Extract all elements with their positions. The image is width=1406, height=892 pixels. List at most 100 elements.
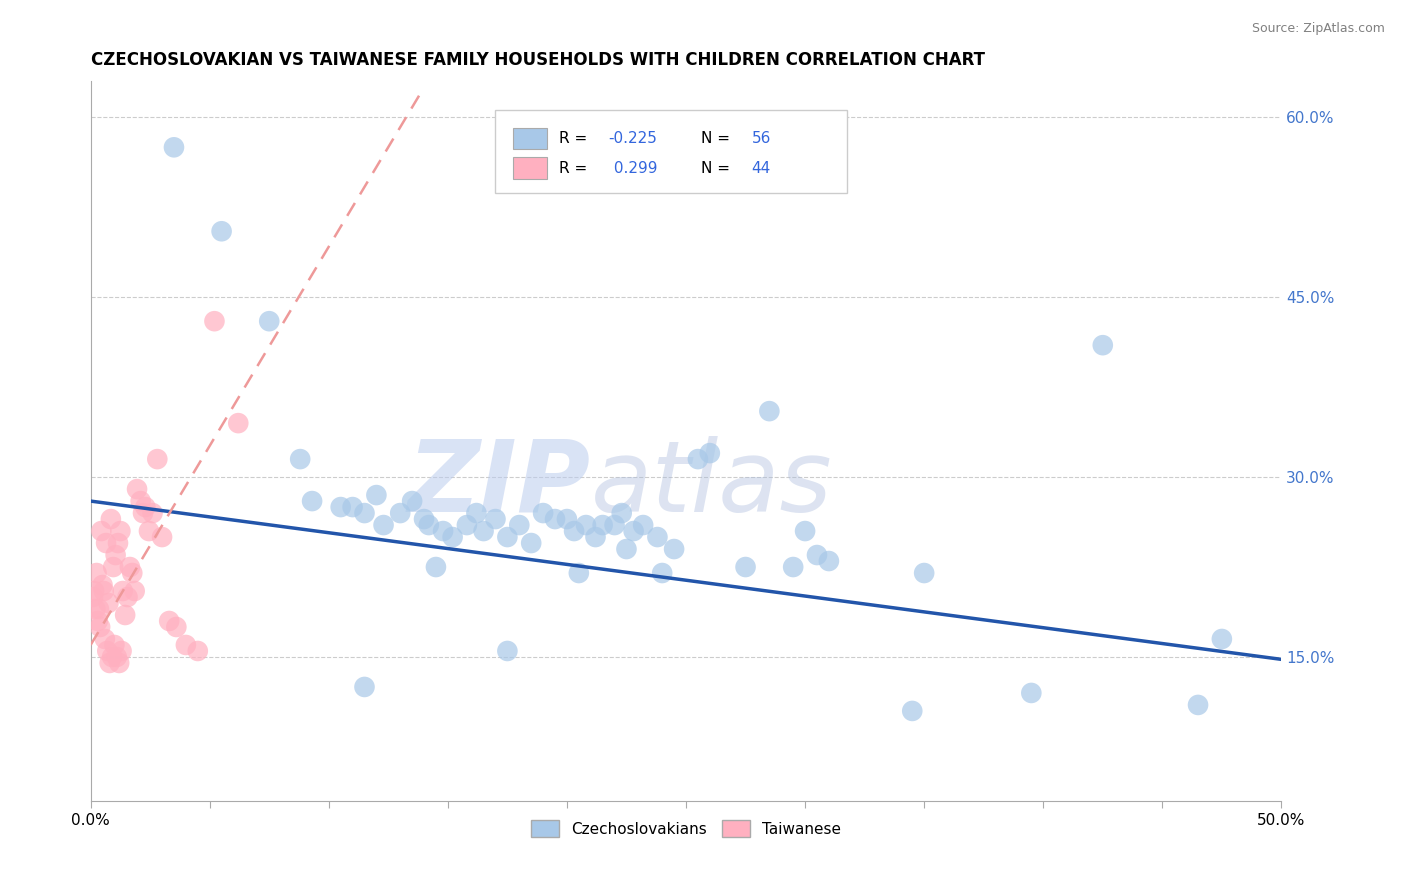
Point [603,518,626,533]
Point [105,650,128,665]
Point [204,314,226,328]
Point [1091,338,1114,352]
Point [496,644,519,658]
Point [141,506,163,520]
Point [150,530,173,544]
Point [413,512,436,526]
Point [568,566,591,580]
Point [432,524,454,538]
Point [901,704,924,718]
Point [94,536,117,550]
Point [97,596,120,610]
Point [425,560,447,574]
Point [484,512,506,526]
Text: 56: 56 [751,131,770,146]
Point [686,452,709,467]
Point [89,620,111,634]
Point [662,542,685,557]
Point [96,644,118,658]
Point [108,656,131,670]
Point [83,584,105,599]
Point [782,560,804,574]
Point [401,494,423,508]
Point [441,530,464,544]
Text: N =: N = [702,161,735,176]
Point [465,506,488,520]
Point [555,512,578,526]
Point [342,500,364,514]
Point [226,416,249,430]
Point [389,506,412,520]
Text: R =: R = [558,161,592,176]
Point [93,584,115,599]
Point [187,644,209,658]
Point [353,680,375,694]
Point [84,602,107,616]
Point [257,314,280,328]
Point [758,404,780,418]
Point [456,518,478,533]
Point [138,524,160,538]
Point [165,620,187,634]
Point [418,518,440,533]
Text: Source: ZipAtlas.com: Source: ZipAtlas.com [1251,22,1385,36]
Point [794,524,817,538]
Point [818,554,841,568]
Point [103,638,125,652]
Text: ZIP: ZIP [408,436,591,533]
Point [353,506,375,520]
Text: -0.225: -0.225 [609,131,658,146]
Text: R =: R = [558,131,592,146]
Point [623,524,645,538]
Point [114,607,136,622]
Point [562,524,585,538]
Point [610,506,633,520]
Point [82,590,104,604]
Text: CZECHOSLOVAKIAN VS TAIWANESE FAMILY HOUSEHOLDS WITH CHILDREN CORRELATION CHART: CZECHOSLOVAKIAN VS TAIWANESE FAMILY HOUS… [90,51,984,69]
Point [647,530,669,544]
Point [125,482,148,496]
Text: 44: 44 [751,161,770,176]
Point [107,536,129,550]
Point [86,566,108,580]
Point [132,506,155,520]
Point [585,530,607,544]
Point [366,488,388,502]
Point [129,494,152,508]
Point [1021,686,1043,700]
Point [496,530,519,544]
Point [103,560,125,574]
Point [104,548,127,562]
Legend: Czechoslovakians, Taiwanese: Czechoslovakians, Taiwanese [526,814,846,844]
Point [101,650,124,665]
FancyBboxPatch shape [495,110,846,193]
Point [87,602,110,616]
Point [110,644,132,658]
Point [544,512,567,526]
Point [806,548,828,562]
Point [98,656,121,670]
Point [91,578,114,592]
Point [111,584,134,599]
Point [100,512,122,526]
Point [146,452,169,467]
Point [508,518,530,533]
FancyBboxPatch shape [513,128,547,150]
Point [134,500,156,514]
Point [110,524,132,538]
Point [575,518,598,533]
Point [651,566,673,580]
Point [118,560,141,574]
Point [472,524,495,538]
Point [734,560,756,574]
Point [117,590,139,604]
Point [631,518,654,533]
Text: 0.299: 0.299 [609,161,657,176]
Point [87,614,110,628]
Point [699,446,721,460]
Point [1211,632,1233,646]
Point [163,140,186,154]
Point [592,518,614,533]
Point [912,566,935,580]
Point [520,536,543,550]
